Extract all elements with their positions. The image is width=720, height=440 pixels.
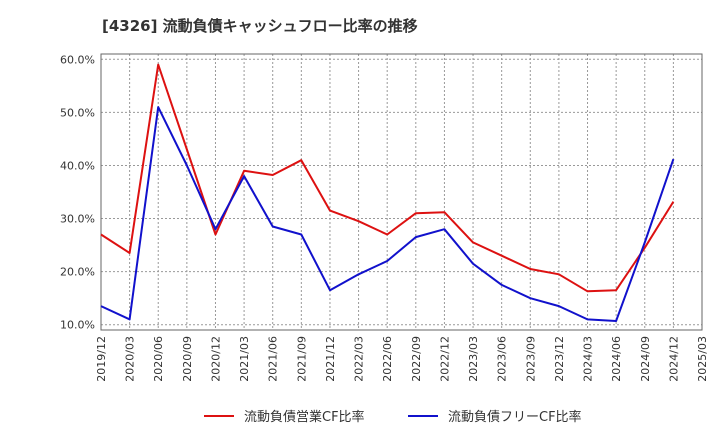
- x-tick-label: 2022/12: [438, 336, 451, 382]
- x-tick-label: 2024/12: [667, 336, 680, 382]
- y-tick-label: 20.0%: [60, 266, 95, 279]
- grid: [101, 54, 702, 330]
- x-tick-label: 2020/09: [181, 336, 194, 382]
- x-tick-label: 2020/12: [209, 336, 222, 382]
- x-tick-label: 2021/12: [324, 336, 337, 382]
- x-tick-label: 2022/09: [410, 336, 423, 382]
- x-tick-label: 2020/06: [152, 336, 165, 382]
- plot-area: [100, 53, 703, 331]
- x-tick-label: 2024/06: [610, 336, 623, 382]
- x-tick-label: 2023/09: [524, 336, 537, 382]
- y-axis: 10.0% 20.0% 30.0% 40.0% 50.0% 60.0%: [60, 53, 95, 331]
- y-tick-label: 60.0%: [60, 53, 95, 66]
- x-tick-label: 2023/03: [467, 336, 480, 382]
- series-line-1: [100, 63, 675, 293]
- x-tick-label: 2021/09: [295, 336, 308, 382]
- x-tick-label: 2023/06: [496, 336, 509, 382]
- x-axis: 2019/12 2020/03 2020/06 2020/09 2020/12 2021/…: [95, 336, 709, 382]
- x-tick-label: 2021/06: [267, 336, 280, 382]
- x-tick-label: 2025/03: [696, 336, 709, 382]
- series-line-2: [100, 106, 675, 322]
- x-tick-label: 2024/09: [639, 336, 652, 382]
- y-tick-label: 50.0%: [60, 106, 95, 119]
- x-tick-label: 2022/03: [353, 336, 366, 382]
- x-tick-label: 2021/03: [238, 336, 251, 382]
- legend-label-2: 流動負債フリーCF比率: [448, 409, 582, 425]
- chart-title: [4326] 流動負債キャッシュフロー比率の推移: [102, 17, 418, 35]
- y-tick-label: 40.0%: [60, 159, 95, 172]
- x-tick-label: 2019/12: [95, 336, 108, 382]
- x-tick-label: 2023/12: [553, 336, 566, 382]
- legend-label-1: 流動負債営業CF比率: [244, 409, 365, 425]
- y-tick-label: 30.0%: [60, 213, 95, 226]
- y-tick-label: 10.0%: [60, 319, 95, 332]
- series-lines: [100, 63, 675, 322]
- legend: 流動負債営業CF比率 流動負債フリーCF比率: [204, 409, 582, 425]
- x-tick-label: 2024/03: [582, 336, 595, 382]
- x-tick-label: 2022/06: [381, 336, 394, 382]
- x-tick-label: 2020/03: [124, 336, 137, 382]
